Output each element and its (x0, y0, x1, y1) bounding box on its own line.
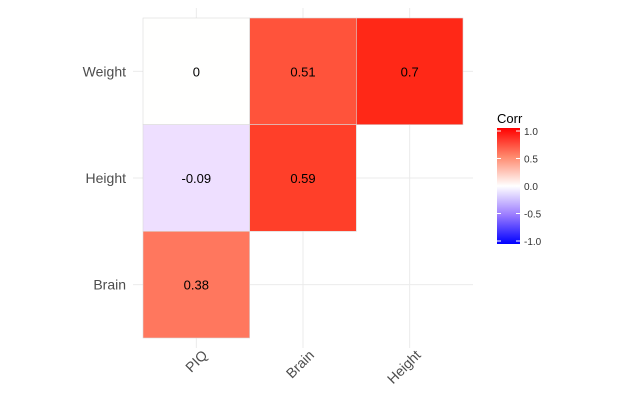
legend-color-bar (497, 128, 520, 244)
x-tick-label-brain: Brain (283, 347, 317, 381)
legend-tick-label: -0.5 (524, 210, 542, 221)
cell-value-label: 0.59 (290, 171, 315, 186)
heatmap-cells (142, 17, 464, 339)
x-tick-label-height: Height (384, 347, 424, 387)
heatmap-cell-piq-brain (142, 231, 250, 339)
cell-value-label: 0.7 (401, 64, 419, 79)
cell-value-label: 0 (193, 64, 200, 79)
cell-value-label: -0.09 (182, 171, 212, 186)
y-tick-label-weight: Weight (83, 63, 126, 79)
legend-tick-label: 0.5 (524, 155, 538, 166)
legend-title: Corr (497, 111, 523, 126)
cell-labels: 0 0.51 0.7 -0.09 0.59 0.38 (182, 64, 419, 292)
cell-value-label: 0.38 (184, 278, 209, 293)
heatmap-cell-piq-height (142, 124, 250, 232)
legend-tick-label: 0.0 (524, 182, 538, 193)
x-tick-label-piq: PIQ (182, 347, 210, 375)
legend-tick-label: 1.0 (524, 127, 538, 138)
heatmap-cell-brain-height (249, 124, 357, 232)
cell-value-label: 0.51 (290, 64, 315, 79)
y-tick-label-height: Height (86, 170, 127, 186)
heatmap-cell-piq-weight (142, 17, 250, 125)
y-tick-label-brain: Brain (93, 277, 126, 293)
heatmap-cell-height-weight (356, 17, 464, 125)
legend-tick-label: -1.0 (524, 237, 542, 248)
